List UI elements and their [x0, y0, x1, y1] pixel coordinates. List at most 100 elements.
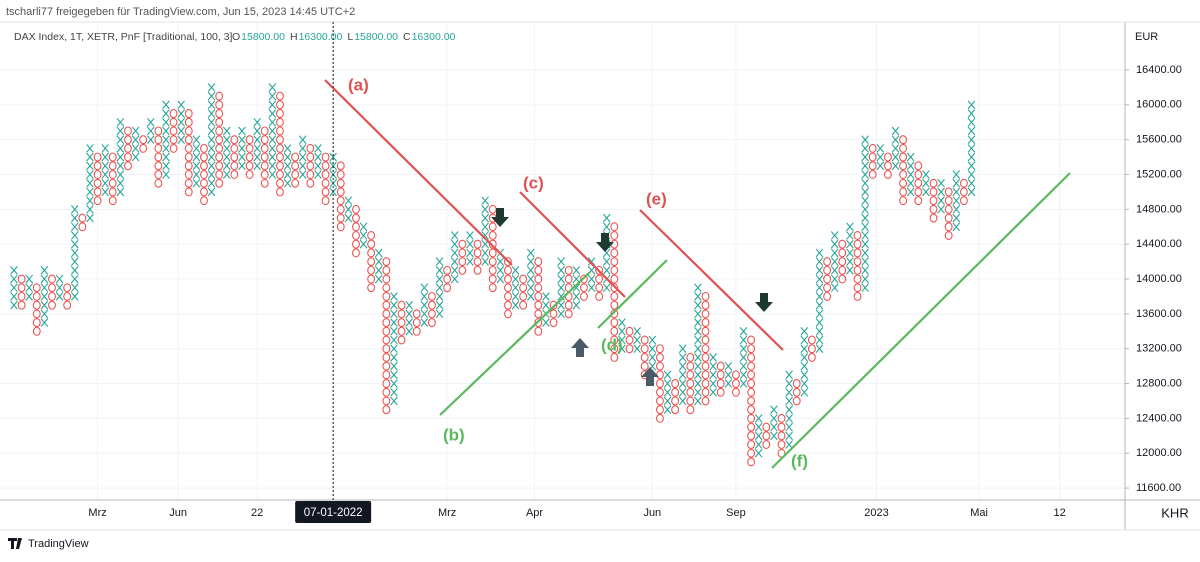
x-box [374, 248, 383, 258]
x-box [268, 109, 277, 118]
x-box [754, 422, 763, 432]
x-box [466, 257, 474, 266]
x-box [481, 205, 489, 214]
o-box [519, 283, 528, 293]
o-box [32, 318, 41, 328]
pnf-column [823, 257, 832, 301]
pnf-column [937, 178, 945, 214]
x-box [207, 161, 216, 171]
pnf-column [367, 230, 376, 293]
pnf-column [663, 370, 672, 414]
o-box [397, 335, 406, 345]
o-box [701, 379, 710, 389]
ohlc-value: 15800.00 [241, 31, 285, 43]
o-box [519, 274, 528, 284]
x-box [678, 370, 687, 380]
annotation: (e) [646, 189, 667, 208]
pnf-column [891, 126, 900, 171]
o-box [108, 170, 117, 180]
o-box [488, 239, 497, 249]
pnf-column [883, 152, 892, 180]
o-box [655, 361, 664, 371]
o-box [291, 170, 300, 180]
x-box [405, 309, 413, 319]
header: tscharli77 freigegeben für TradingView.c… [6, 6, 355, 18]
pnf-column [321, 152, 330, 206]
x-box [314, 170, 322, 179]
x-box [131, 144, 140, 153]
pnf-column [420, 283, 429, 327]
x-box [952, 222, 961, 232]
o-box [549, 318, 558, 328]
pnf-column [473, 239, 482, 275]
pnf-column [314, 144, 322, 179]
x-box [967, 100, 976, 110]
o-box [686, 396, 695, 406]
crosshair-label-bg [295, 501, 372, 523]
x-box [694, 292, 702, 301]
o-box [367, 230, 376, 240]
logo-icon [8, 538, 22, 549]
o-box [823, 257, 832, 267]
o-box [124, 135, 132, 145]
o-box [655, 352, 664, 362]
y-tick-label: 13200.00 [1136, 343, 1182, 355]
o-box [655, 405, 664, 415]
o-box [215, 117, 224, 127]
o-box [215, 152, 224, 162]
x-box [116, 152, 125, 162]
o-box [93, 196, 102, 206]
x-box [116, 126, 125, 136]
x-box [815, 318, 824, 327]
o-box [701, 309, 710, 319]
o-box [336, 187, 345, 197]
x-box [162, 170, 170, 179]
x-box [618, 318, 626, 327]
o-box [944, 204, 953, 214]
o-box [382, 344, 391, 354]
x-box [70, 222, 79, 232]
x-box [253, 161, 261, 171]
o-box [929, 178, 938, 188]
o-box [245, 170, 254, 180]
x-box [830, 239, 839, 249]
o-box [306, 170, 315, 180]
tz-button[interactable]: KHR [1161, 505, 1188, 520]
x-box [830, 283, 839, 293]
x-box [770, 414, 778, 423]
o-box [762, 422, 771, 432]
x-box [162, 109, 170, 118]
x-box [450, 248, 459, 258]
x-box [86, 161, 94, 171]
o-box [124, 143, 132, 153]
o-box [260, 152, 269, 162]
x-box [162, 161, 170, 171]
pnf-column [101, 144, 109, 197]
x-box [192, 135, 201, 144]
o-box [853, 283, 862, 293]
o-box [200, 178, 208, 188]
x-box [952, 213, 961, 223]
x-box [481, 213, 489, 223]
o-box [610, 265, 619, 275]
x-box [435, 300, 444, 310]
x-box [694, 283, 702, 293]
o-box [610, 257, 619, 267]
x-box [587, 274, 596, 284]
x-box [207, 83, 216, 92]
o-box [382, 265, 391, 275]
o-box [184, 170, 193, 180]
o-box [291, 152, 300, 162]
o-box [503, 265, 512, 275]
x-box [861, 178, 869, 188]
o-box [534, 265, 543, 275]
o-box [169, 109, 178, 119]
annotation: (d) [601, 335, 623, 354]
x-box [739, 361, 748, 371]
pnf-column [131, 126, 140, 162]
o-box [108, 161, 117, 171]
x-box [967, 170, 976, 179]
o-box [853, 274, 862, 284]
x-box [298, 170, 307, 179]
o-box [458, 248, 467, 258]
